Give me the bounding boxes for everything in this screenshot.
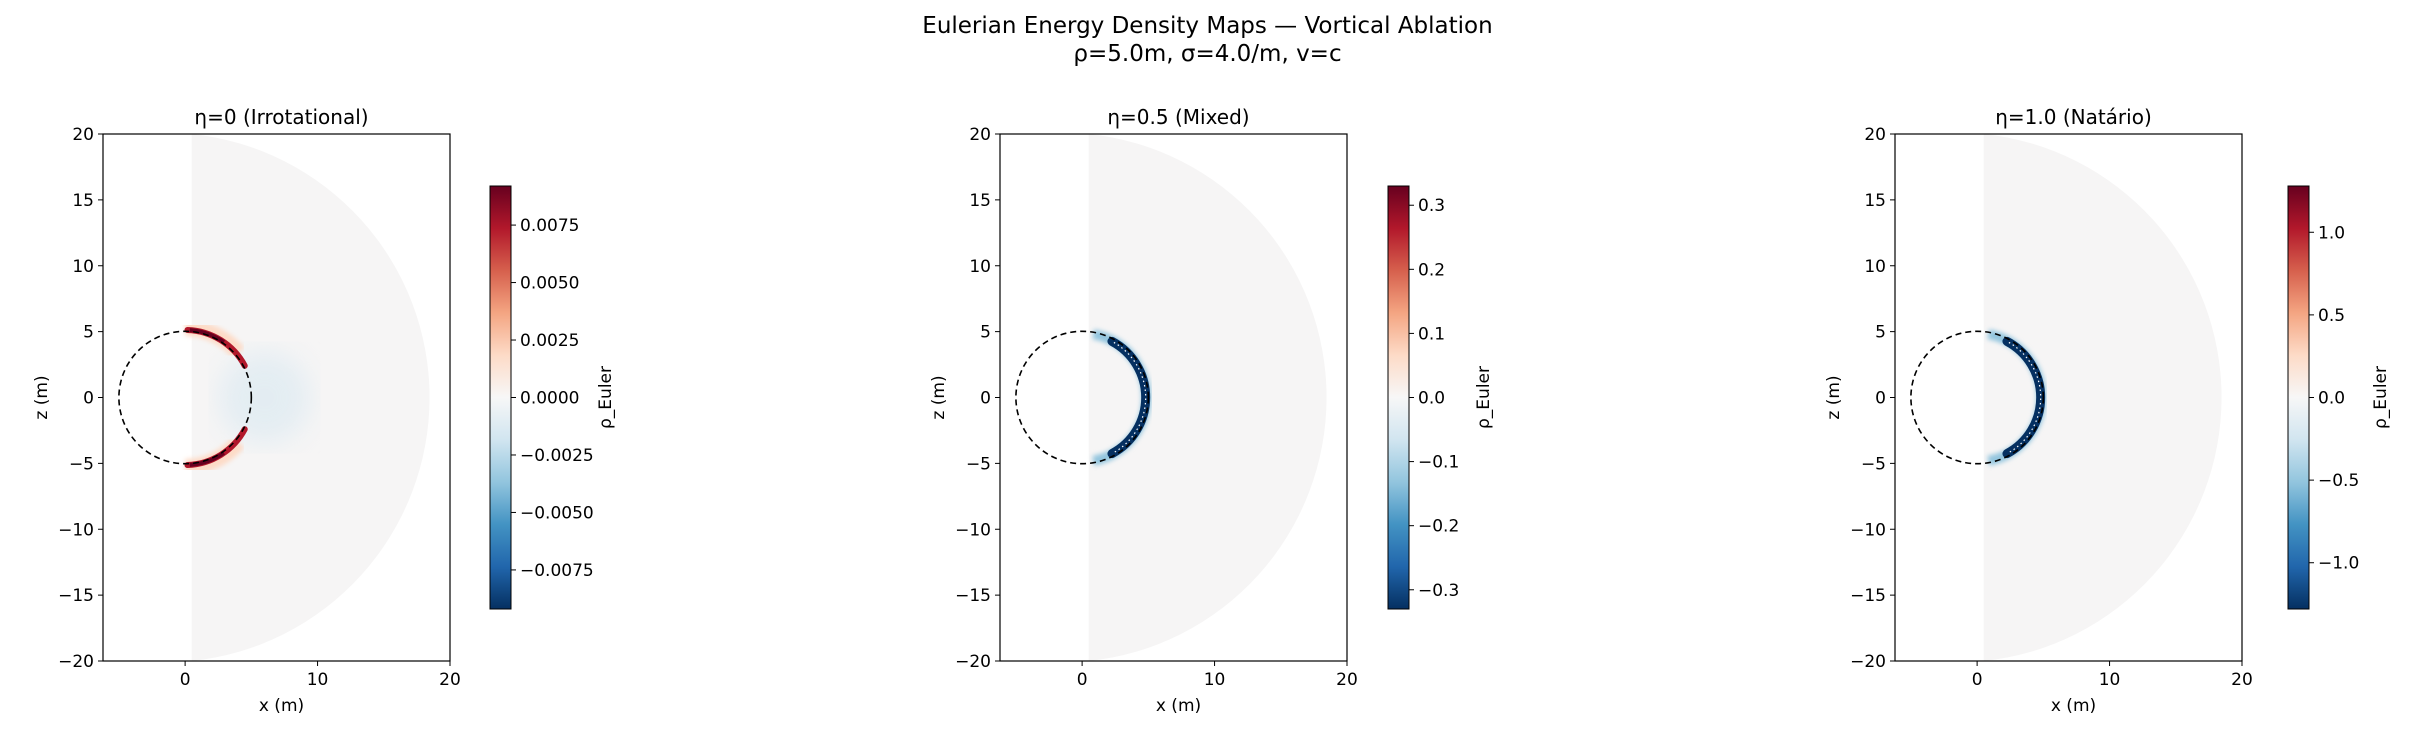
x-tick-label: 20 [439, 670, 461, 690]
colorbar-tick-label: 0.0075 [520, 216, 579, 236]
colorbar: 0.3 0.2 0.1 0.0 −0.1 −0.2 −0.3 ρ_Euler [1387, 185, 1494, 610]
y-tick-label: −20 [58, 652, 94, 672]
y-tick-label: 5 [1875, 323, 1886, 343]
colorbar-gradient [489, 185, 512, 610]
colorbar-tick-label: 1.0 [2318, 223, 2345, 243]
colorbar-tick-label: −0.0025 [520, 446, 594, 466]
y-tick-label: 15 [1864, 191, 1886, 211]
crescent-dotted-line [1113, 341, 1147, 454]
domain-half-disk [1983, 134, 2222, 661]
y-tick-label: −5 [966, 454, 991, 474]
bubble-wall-circle [118, 330, 253, 465]
colorbar-tick-label: −0.3 [1418, 581, 1459, 601]
x-tick-label: 20 [1336, 670, 1358, 690]
x-axis-label: x (m) [259, 696, 304, 716]
positive-peak-north [189, 328, 226, 344]
bubble-wall-circle [1015, 330, 1150, 465]
x-tick-label: 0 [180, 670, 191, 690]
colorbar-label: ρ_Euler [596, 366, 616, 429]
y-axis-label: z (m) [1824, 375, 1844, 419]
colorbar-tick-label: 0.5 [2318, 306, 2345, 326]
x-tick-label: 10 [1204, 670, 1226, 690]
colorbar: 0.0075 0.0050 0.0025 0.0000 −0.0025 −0.0050 −0… [489, 185, 616, 610]
colorbar-tick-label: 0.0 [1418, 389, 1445, 409]
colorbar-label: ρ_Euler [1474, 366, 1494, 429]
y-tick-label: 20 [1864, 125, 1886, 145]
subplot-1: 0 10 20 −20 −15 −10 −5 0 5 10 15 20 x (m) z (m) η=0 (I… [32, 105, 616, 716]
colorbar-tick-label: 0.3 [1418, 196, 1445, 216]
colorbar-tick-label: −1.0 [2318, 554, 2359, 574]
positive-peak-south [189, 451, 226, 467]
colorbar: 1.0 0.5 0.0 −0.5 −1.0 ρ_Euler [2287, 185, 2391, 610]
bubble-wall-circle [1910, 330, 2045, 465]
y-tick-label: −10 [955, 520, 991, 540]
y-tick-label: −15 [955, 586, 991, 606]
y-tick-label: −20 [1850, 652, 1886, 672]
colorbar-tick-label: −0.2 [1418, 517, 1459, 537]
y-axis-label: z (m) [32, 375, 52, 419]
y-tick-label: −15 [58, 586, 94, 606]
y-tick-label: 0 [1875, 389, 1886, 409]
colorbar-gradient [1387, 185, 1410, 610]
figure-title-line1: Eulerian Energy Density Maps — Vortical … [922, 13, 1493, 39]
x-tick-label: 10 [307, 670, 329, 690]
heatmap [1015, 134, 1327, 661]
x-axis-label: x (m) [2051, 696, 2096, 716]
y-tick-label: −10 [1850, 520, 1886, 540]
colorbar-tick-label: −0.0075 [520, 561, 594, 581]
negative-crescent [2002, 336, 2046, 459]
y-tick-label: 20 [72, 125, 94, 145]
y-tick-label: 10 [969, 257, 991, 277]
domain-half-disk [1088, 134, 1327, 661]
y-axis-label: z (m) [929, 375, 949, 419]
y-tick-label: 20 [969, 125, 991, 145]
x-tick-label: 0 [1077, 670, 1088, 690]
y-tick-label: −15 [1850, 586, 1886, 606]
x-tick-label: 0 [1972, 670, 1983, 690]
colorbar-gradient [2287, 185, 2310, 610]
subplot-title: η=1.0 (Natário) [1995, 105, 2152, 129]
colorbar-tick-label: 0.0 [2318, 389, 2345, 409]
crescent-dotted-line [2008, 341, 2042, 454]
heatmap [118, 134, 430, 661]
y-tick-label: 0 [83, 389, 94, 409]
colorbar-label: ρ_Euler [2371, 366, 2391, 429]
subplot-2: 0 10 20 −20 −15 −10 −5 0 5 10 15 20 x (m) z (m) η=0.5 … [929, 105, 1494, 716]
negative-region-equator [218, 351, 311, 444]
subplot-title: η=0.5 (Mixed) [1107, 105, 1249, 129]
x-tick-label: 10 [2099, 670, 2121, 690]
subplot-title: η=0 (Irrotational) [194, 105, 368, 129]
colorbar-tick-label: −0.5 [2318, 471, 2359, 491]
figure-title: Eulerian Energy Density Maps — Vortical … [0, 12, 2415, 68]
colorbar-tick-label: 0.0000 [520, 389, 579, 409]
heatmap [1910, 134, 2222, 661]
y-tick-label: −5 [69, 454, 94, 474]
y-tick-label: 10 [1864, 257, 1886, 277]
colorbar-tick-label: 0.0050 [520, 274, 579, 294]
colorbar-tick-label: 0.2 [1418, 260, 1445, 280]
y-tick-label: 0 [980, 389, 991, 409]
figure-title-line2: ρ=5.0m, σ=4.0/m, v=c [1073, 41, 1342, 67]
colorbar-tick-label: 0.1 [1418, 324, 1445, 344]
y-tick-label: −20 [955, 652, 991, 672]
y-tick-label: 15 [969, 191, 991, 211]
colorbar-tick-label: −0.0050 [520, 503, 594, 523]
subplot-3: 0 10 20 −20 −15 −10 −5 0 5 10 15 20 x (m) z (m) η=1.0 … [1824, 105, 2391, 716]
y-tick-label: 5 [980, 323, 991, 343]
y-tick-label: −10 [58, 520, 94, 540]
y-tick-label: −5 [1861, 454, 1886, 474]
colorbar-tick-label: −0.1 [1418, 453, 1459, 473]
y-tick-label: 15 [72, 191, 94, 211]
negative-crescent [1107, 336, 1151, 459]
x-tick-label: 20 [2231, 670, 2253, 690]
y-tick-label: 10 [72, 257, 94, 277]
y-tick-label: 5 [83, 323, 94, 343]
x-axis-label: x (m) [1156, 696, 1201, 716]
colorbar-tick-label: 0.0025 [520, 331, 579, 351]
